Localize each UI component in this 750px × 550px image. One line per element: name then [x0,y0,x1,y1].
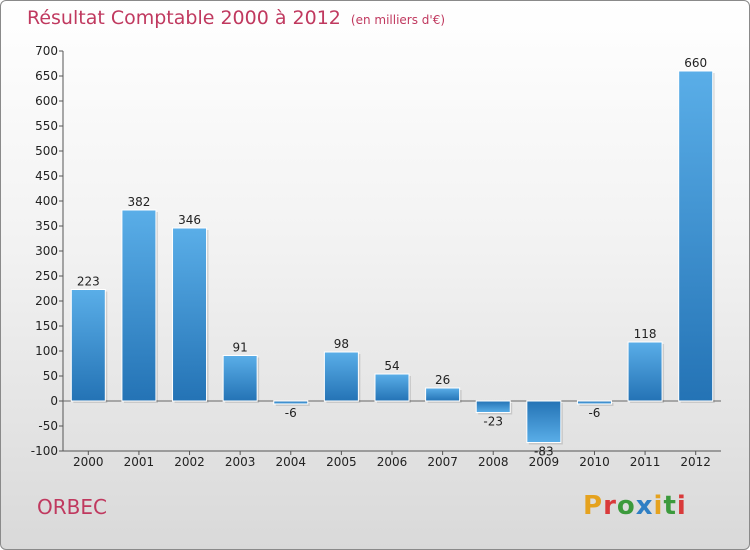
y-tick-label: 600 [35,94,58,108]
x-tick-label-2012: 2012 [680,455,711,469]
value-label-2007: 26 [435,373,450,387]
value-label-2012: 660 [684,56,707,70]
logo-letter: i [653,491,664,521]
y-tick-label: 400 [35,194,58,208]
chart-title-text: Résultat Comptable 2000 à 2012 [27,7,341,29]
value-label-2004: -6 [285,406,297,420]
bar-2011 [627,341,663,402]
value-label-2011: 118 [634,327,657,341]
y-tick-label: 300 [35,244,58,258]
x-tick-label-2011: 2011 [630,455,661,469]
x-tick-label-2006: 2006 [377,455,408,469]
y-tick-label: 500 [35,144,58,158]
x-tick-label-2010: 2010 [579,455,610,469]
bar-2010 [576,400,612,405]
y-tick-label: 450 [35,169,58,183]
bar-2001 [121,209,157,402]
y-tick-label: 200 [35,294,58,308]
y-tick-label: 700 [35,44,58,58]
bar-2012 [678,70,714,402]
chart-title: Résultat Comptable 2000 à 2012 (en millie… [27,7,445,29]
logo-letter: r [603,491,617,521]
y-tick-label: 100 [35,344,58,358]
bar-2006 [374,373,410,402]
value-label-2010: -6 [588,406,600,420]
logo-letter: o [616,491,636,521]
value-label-2000: 223 [77,275,100,289]
y-tick-label: 650 [35,69,58,83]
bar-2004 [273,400,309,405]
y-tick-label: 350 [35,219,58,233]
x-tick-label-2005: 2005 [326,455,357,469]
y-tick-label: 250 [35,269,58,283]
x-tick-label-2008: 2008 [478,455,509,469]
y-axis-ticks: 7006506005505004504003503002502001501005… [31,44,63,458]
x-tick-label-2007: 2007 [427,455,458,469]
x-tick-label-2003: 2003 [225,455,256,469]
bar-2009 [526,400,562,443]
y-tick-label: 0 [50,394,58,408]
x-tick-label-2009: 2009 [529,455,560,469]
x-axis-ticks: 2000 2001 2002 2003 2004 2005 2006 2007 2008 2009… [73,451,711,469]
value-label-2003: 91 [233,341,248,355]
logo-letter: i [676,491,687,521]
logo-letter: P [583,491,604,521]
x-tick-label-2000: 2000 [73,455,104,469]
logo-letter: t [663,491,677,521]
chart-subtitle: (en milliers d'€) [350,13,446,27]
proxiti-logo: Proxiti [583,491,687,521]
y-tick-label: 150 [35,319,58,333]
bar-2008 [475,400,511,413]
value-label-2006: 54 [384,359,399,373]
bars-group [70,70,715,445]
y-tick-label: 50 [43,369,58,383]
value-label-2002: 346 [178,213,201,227]
bar-2005 [323,351,359,402]
value-label-2005: 98 [334,337,349,351]
x-tick-label-2002: 2002 [174,455,205,469]
bar-2002 [172,227,208,402]
y-tick-label: -50 [38,419,58,433]
y-tick-label: 550 [35,119,58,133]
x-tick-label-2004: 2004 [275,455,306,469]
bar-2003 [222,355,258,402]
bar-2000 [70,289,106,402]
x-tick-label-2001: 2001 [124,455,155,469]
value-label-2001: 382 [127,195,150,209]
logo-letter: x [635,491,654,521]
value-label-2008: -23 [483,415,503,429]
commune-name: ORBEC [37,495,107,519]
y-tick-label: -100 [31,444,58,458]
bar-2007 [425,387,461,402]
